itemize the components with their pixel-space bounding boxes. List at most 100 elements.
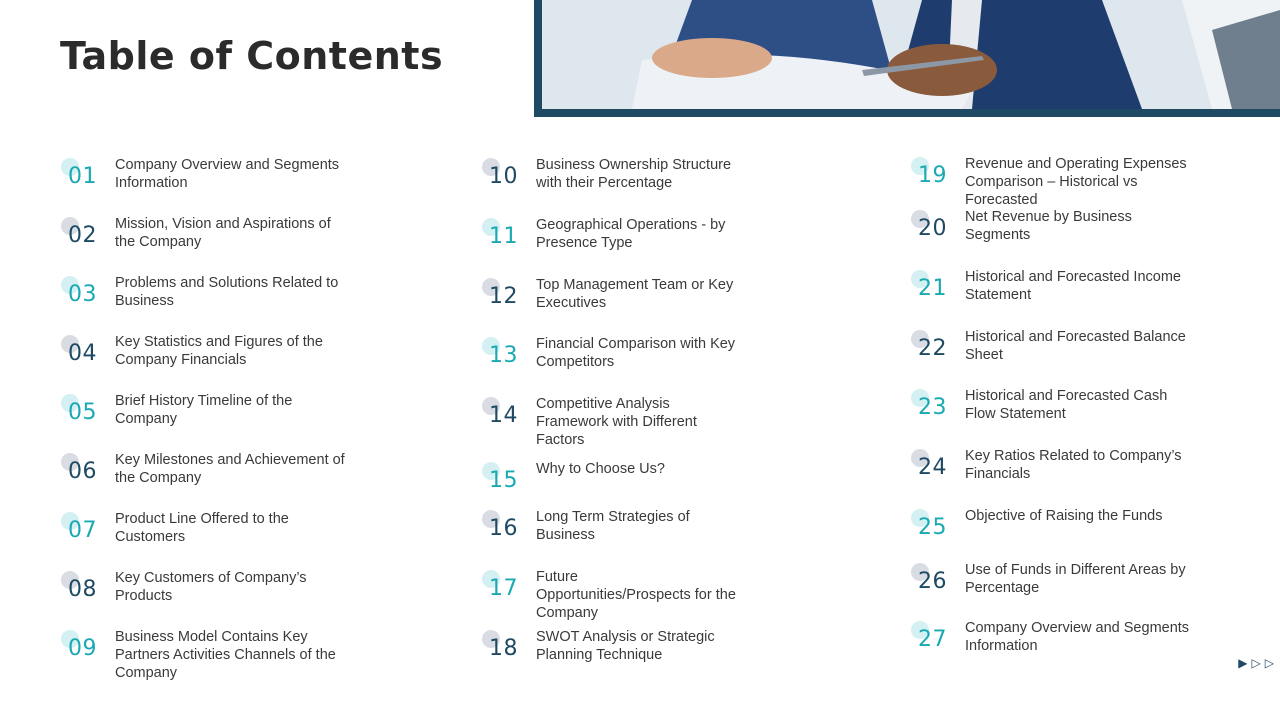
toc-item[interactable]: 10 Business Ownership Structure with thei… [482,157,812,214]
business-meeting-image [542,0,1280,109]
item-number-badge: 13 [482,337,526,381]
toc-item[interactable]: 23 Historical and Forecasted Cash Flow St… [911,388,1211,445]
page-title: Table of Contents [60,34,444,78]
toc-item[interactable]: 07 Product Line Offered to the Customers [61,511,391,568]
toc-item[interactable]: 25 Objective of Raising the Funds [911,508,1211,565]
toc-item[interactable]: 19 Revenue and Operating Expenses Compari… [911,156,1211,213]
circle-dot-icon [482,218,500,236]
item-number: 13 [489,343,518,368]
item-number-badge: 16 [482,510,526,554]
item-label: Objective of Raising the Funds [965,508,1163,524]
circle-dot-icon [911,563,929,581]
toc-item[interactable]: 03 Problems and Solutions Related to Busi… [61,275,391,332]
item-number-badge: 26 [911,563,955,607]
item-number: 01 [68,164,97,189]
toc-item[interactable]: 12 Top Management Team or Key Executives [482,277,812,334]
item-number: 18 [489,636,518,661]
toc-item[interactable]: 13 Financial Comparison with Key Competit… [482,336,812,393]
item-label: Historical and Forecasted Balance Sheet [965,329,1186,363]
toc-item[interactable]: 08 Key Customers of Company’s Products [61,570,391,627]
item-label: Why to Choose Us? [536,461,665,477]
item-number: 19 [918,163,947,188]
item-number-badge: 03 [61,276,105,320]
item-number-badge: 12 [482,278,526,322]
next-arrow-icon[interactable]: ▷ [1251,656,1261,670]
item-label: Historical and Forecasted Income Stateme… [965,269,1181,303]
item-label: Long Term Strategies of Business [536,509,690,543]
play-arrow-icon[interactable]: ▶ [1238,656,1248,670]
toc-item[interactable]: 02 Mission, Vision and Aspirations of the… [61,216,391,273]
toc-item[interactable]: 16 Long Term Strategies of Business [482,509,812,566]
item-number-badge: 06 [61,453,105,497]
item-label: Business Ownership Structure with their … [536,157,732,191]
item-label: SWOT Analysis or Strategic Planning Tech… [536,629,715,663]
toc-item[interactable]: 22 Historical and Forecasted Balance Shee… [911,329,1211,386]
toc-item[interactable]: 11 Geographical Operations - by Presence … [482,217,812,274]
circle-dot-icon [911,157,929,175]
item-number: 23 [918,395,947,420]
item-label: Mission, Vision and Aspirations of the C… [115,216,331,250]
item-label: Top Management Team or Key Executives [536,277,734,311]
item-label: Problems and Solutions Related to Busine… [115,275,339,309]
circle-dot-icon [911,270,929,288]
item-number: 08 [68,577,97,602]
item-label: Revenue and Operating Expenses Compariso… [965,156,1187,208]
toc-item[interactable]: 06 Key Milestones and Achievement of the … [61,452,391,509]
toc-item[interactable]: 14 Competitive Analysis Framework with Di… [482,396,812,453]
slide-navigation[interactable]: ▶ ▷ ▷ [1238,656,1274,670]
item-number-badge: 22 [911,330,955,374]
item-number: 12 [489,284,518,309]
item-label: Net Revenue by Business Segments [965,209,1132,243]
item-number-badge: 04 [61,335,105,379]
toc-item[interactable]: 27 Company Overview and Segments Informat… [911,620,1211,677]
item-number-badge: 02 [61,217,105,261]
item-number-badge: 27 [911,621,955,665]
item-number: 10 [489,164,518,189]
toc-item[interactable]: 17 Future Opportunities/Prospects for the… [482,569,812,626]
item-label: Key Ratios Related to Company’s Financia… [965,448,1182,482]
item-label: Product Line Offered to the Customers [115,511,289,545]
circle-dot-icon [482,570,500,588]
item-number-badge: 24 [911,449,955,493]
item-number-badge: 19 [911,157,955,201]
item-number-badge: 20 [911,210,955,254]
item-label: Key Milestones and Achievement of the Co… [115,452,345,486]
item-number: 02 [68,223,97,248]
toc-item[interactable]: 01 Company Overview and Segments Informat… [61,157,391,214]
item-number: 21 [918,276,947,301]
item-number-badge: 17 [482,570,526,614]
item-number: 24 [918,455,947,480]
item-number: 09 [68,636,97,661]
toc-item[interactable]: 26 Use of Funds in Different Areas by Per… [911,562,1211,619]
circle-dot-icon [482,397,500,415]
item-number: 22 [918,336,947,361]
circle-dot-icon [482,630,500,648]
toc-item[interactable]: 18 SWOT Analysis or Strategic Planning Te… [482,629,812,686]
item-number: 17 [489,576,518,601]
toc-item[interactable]: 15 Why to Choose Us? [482,461,812,518]
toc-item[interactable]: 21 Historical and Forecasted Income State… [911,269,1211,326]
circle-dot-icon [482,462,500,480]
toc-item[interactable]: 09 Business Model Contains Key Partners A… [61,629,391,686]
circle-dot-icon [911,210,929,228]
item-label: Future Opportunities/Prospects for the C… [536,569,736,621]
item-number: 27 [918,627,947,652]
toc-item[interactable]: 05 Brief History Timeline of the Company [61,393,391,450]
item-number-badge: 05 [61,394,105,438]
item-number-badge: 09 [61,630,105,674]
item-number-badge: 01 [61,158,105,202]
circle-dot-icon [911,389,929,407]
toc-item[interactable]: 24 Key Ratios Related to Company’s Financ… [911,448,1211,505]
next-arrow-icon[interactable]: ▷ [1264,656,1274,670]
item-number-badge: 08 [61,571,105,615]
toc-item[interactable]: 20 Net Revenue by Business Segments [911,209,1211,266]
item-number-badge: 15 [482,462,526,506]
item-label: Company Overview and Segments Informatio… [965,620,1190,654]
item-label: Key Statistics and Figures of the Compan… [115,334,323,368]
item-label: Business Model Contains Key Partners Act… [115,629,336,681]
item-label: Company Overview and Segments Informatio… [115,157,340,191]
item-number: 26 [918,569,947,594]
circle-dot-icon [61,571,79,589]
circle-dot-icon [61,630,79,648]
toc-item[interactable]: 04 Key Statistics and Figures of the Comp… [61,334,391,391]
